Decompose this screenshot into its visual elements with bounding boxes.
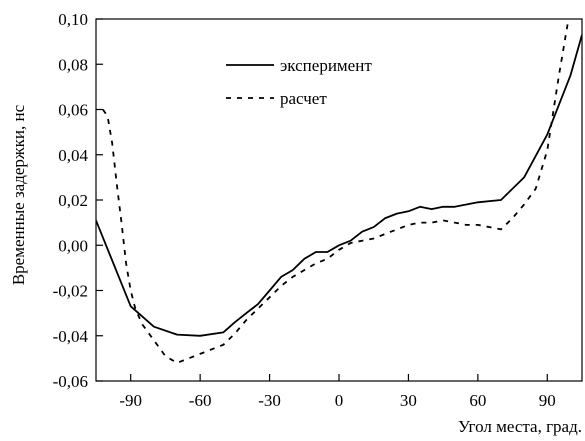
x-tick-label: 30 (400, 391, 417, 410)
ticks-layer: -90 -60 -30 0 30 60 90 -0,06 -0,04 -0,02 0,00 0,02 0… (53, 10, 556, 410)
series-line-calculation (102, 19, 570, 364)
y-tick-label: 0,00 (58, 236, 88, 255)
y-tick-label: 0,08 (58, 55, 88, 74)
y-tick-label: 0,04 (58, 146, 88, 165)
x-tick-label: 90 (539, 391, 556, 410)
legend-label-experiment: эксперимент (280, 56, 372, 75)
x-tick-label: -60 (189, 391, 212, 410)
legend-label-calculation: расчет (280, 89, 327, 108)
x-tick-label: -90 (119, 391, 142, 410)
y-tick-label: -0,04 (53, 327, 89, 346)
legend: эксперимент расчет (226, 56, 372, 108)
x-tick-label: 60 (469, 391, 486, 410)
x-tick-label: 0 (335, 391, 344, 410)
series-layer (96, 19, 582, 364)
y-tick-label: -0,06 (53, 372, 88, 391)
x-tick-label: -30 (258, 391, 281, 410)
y-tick-label: 0,02 (58, 191, 88, 210)
x-axis-label: Угол места, град. (458, 417, 582, 436)
y-tick-label: -0,02 (53, 282, 88, 301)
y-axis-label: Временные задержки, нс (9, 104, 28, 285)
y-tick-label: 0,06 (58, 101, 88, 120)
series-line-experiment (96, 34, 582, 337)
y-tick-label: 0,10 (58, 10, 88, 29)
